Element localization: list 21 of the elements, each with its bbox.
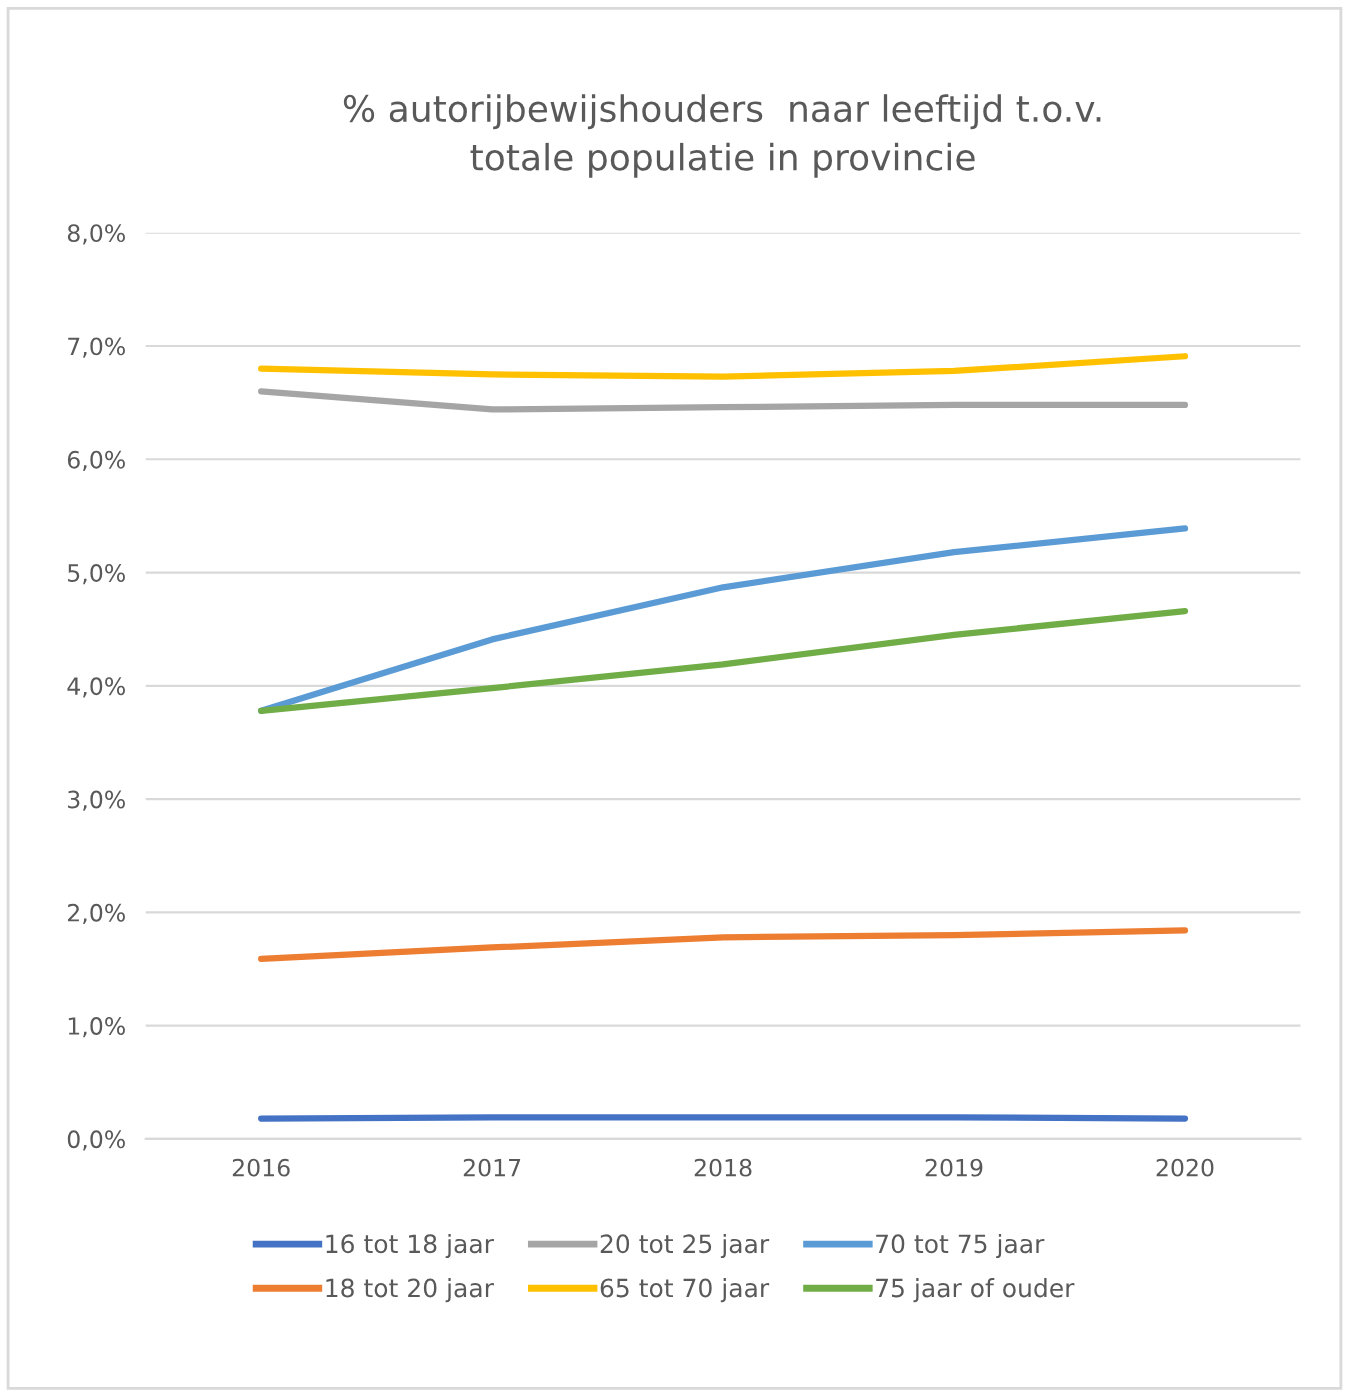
legend-label: 18 tot 20 jaar [326,1278,494,1303]
y-tick-label: 1,0% [68,1017,125,1038]
y-tick-label: 0,0% [67,1130,125,1151]
y-tick-label: 4,0% [67,677,125,698]
y-tick-label: 8,0% [67,224,125,245]
x-tick-label: 2018 [694,1158,752,1177]
legend-label: 16 tot 18 jaar [326,1233,494,1259]
legend-label: 20 tot 25 jaar [600,1233,770,1259]
y-tick-label: 3,0% [68,790,125,811]
y-tick-label: 2,0% [67,903,125,925]
legend-label: 70 tot 75 jaar [876,1233,1045,1259]
x-tick-label: 2020 [1156,1158,1214,1177]
x-tick-label: 2016 [232,1158,290,1177]
x-tick-label: 2019 [925,1158,983,1177]
y-tick-label: 6,0% [67,450,125,472]
legend-label: 65 tot 70 jaar [600,1278,770,1303]
legend-label: 75 jaar of ouder [876,1278,1075,1303]
x-tick-label: 2017 [463,1158,521,1177]
y-tick-label: 7,0% [68,337,125,358]
chart-title: % autorijbewijshouders naar leeftijd t.o.v. totale populatie in provincie [343,94,1101,178]
y-tick-label: 5,0% [68,564,125,585]
